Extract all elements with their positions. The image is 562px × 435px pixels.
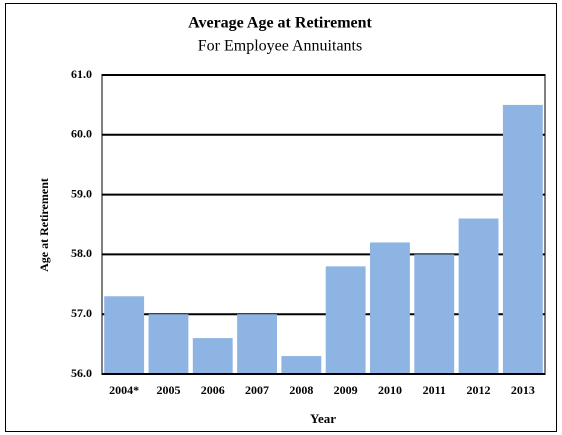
- bar: [414, 254, 455, 374]
- y-tick-label: 58.0: [71, 246, 92, 260]
- x-tick-label: 2005: [156, 383, 180, 397]
- x-axis-label: Year: [310, 411, 336, 426]
- x-tick-label: 2007: [245, 383, 269, 397]
- bar: [502, 104, 543, 375]
- x-tick-label: 2008: [289, 383, 313, 397]
- x-tick-label: 2012: [467, 383, 491, 397]
- x-tick-label: 2010: [378, 383, 402, 397]
- x-tick-label: 2013: [511, 383, 535, 397]
- y-tick-label: 60.0: [71, 127, 92, 141]
- y-axis-label: Age at Retirement: [37, 178, 51, 272]
- x-tick-label: 2006: [201, 383, 225, 397]
- bar: [104, 296, 145, 374]
- bar: [148, 314, 189, 374]
- y-tick-label: 59.0: [71, 186, 92, 200]
- chart-title: Average Age at Retirement: [188, 15, 372, 32]
- bar: [370, 242, 410, 374]
- bar: [192, 338, 233, 374]
- x-tick-label: 2009: [334, 383, 358, 397]
- chart-subtitle: For Employee Annuitants: [198, 38, 362, 55]
- bar: [281, 356, 322, 374]
- bar: [458, 218, 499, 374]
- x-tick-label: 2011: [423, 383, 446, 397]
- y-tick-label: 61.0: [71, 67, 92, 81]
- bar: [325, 266, 366, 374]
- y-tick-label: 57.0: [71, 306, 92, 320]
- x-tick-label: 2004*: [109, 383, 139, 397]
- bar: [237, 314, 277, 374]
- y-tick-label: 56.0: [71, 366, 92, 380]
